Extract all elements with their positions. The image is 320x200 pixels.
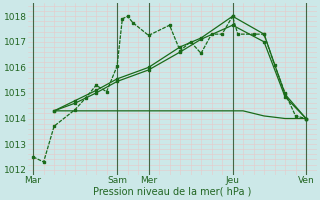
X-axis label: Pression niveau de la mer( hPa ): Pression niveau de la mer( hPa ) (93, 187, 252, 197)
